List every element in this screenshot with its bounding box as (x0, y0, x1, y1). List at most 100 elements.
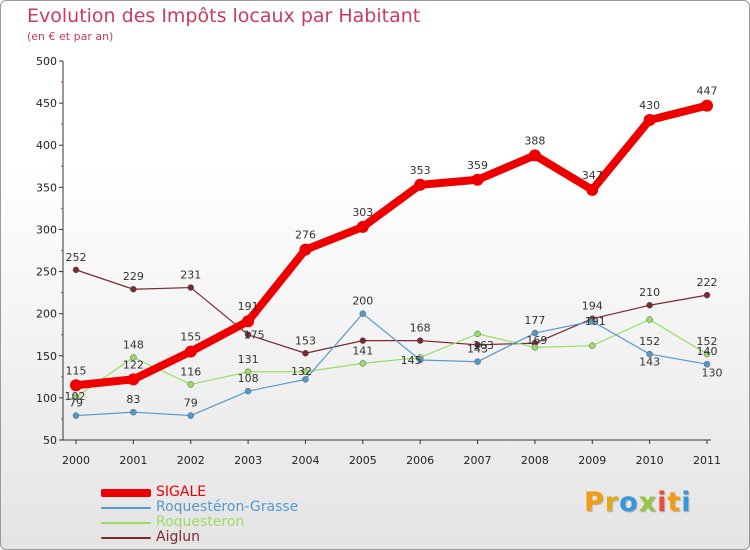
data-point-sigale (184, 345, 197, 358)
y-tick-label: 400 (36, 139, 57, 152)
data-point-roquesteron (474, 330, 481, 338)
logo-letter: i (681, 487, 692, 518)
data-label: 194 (582, 300, 603, 313)
legend: SIGALE Roquestéron-Grasse Roquesteron Aiglu… (101, 485, 298, 545)
y-tick-label: 100 (36, 392, 57, 405)
data-label: 83 (126, 393, 140, 406)
data-point-roquesteron (646, 316, 653, 323)
data-point-roquesteron-grasse (187, 412, 194, 419)
data-point-roquesteron-grasse (474, 358, 481, 365)
data-label: 152 (697, 335, 718, 348)
data-point-roquesteron (187, 381, 194, 388)
data-point-sigale (127, 373, 140, 386)
data-point-roquesteron (302, 368, 309, 376)
chart-subtitle: (en € et par an) (27, 30, 114, 43)
x-tick-label: 2011 (693, 454, 721, 467)
data-point-roquesteron (72, 393, 80, 401)
legend-item: Roquesteron (101, 515, 298, 530)
data-point-roquesteron (244, 368, 252, 376)
logo-letter: P (584, 487, 605, 518)
x-tick-label: 2009 (578, 454, 606, 467)
data-point-roquesteron-grasse (703, 360, 711, 368)
data-point-roquesteron (359, 360, 367, 367)
data-label: 303 (352, 206, 373, 219)
data-point-sigale (414, 178, 427, 191)
legend-item: SIGALE (101, 485, 298, 500)
legend-swatch (101, 536, 151, 539)
y-tick-label: 450 (36, 97, 57, 110)
logo-letter: x (638, 487, 658, 518)
x-tick-label: 2001 (119, 454, 147, 467)
data-point-sigale (356, 220, 369, 233)
data-label: 353 (410, 164, 431, 177)
legend-label: Roquestéron-Grasse (156, 499, 299, 515)
x-tick-label: 2002 (177, 454, 205, 467)
data-label: 447 (697, 85, 718, 98)
data-label-overlap: 191 (585, 315, 606, 328)
y-tick-label: 300 (36, 223, 57, 236)
data-label: 222 (697, 276, 718, 289)
data-label: 115 (66, 364, 87, 377)
data-point-aiglun (416, 337, 424, 344)
data-point-aiglun (302, 350, 309, 357)
logo-letter: t (667, 487, 682, 518)
data-point-roquesteron (531, 344, 539, 351)
data-label: 229 (123, 270, 144, 283)
y-tick-label: 500 (36, 55, 57, 68)
x-tick-label: 2010 (636, 454, 664, 467)
data-label: 200 (352, 295, 373, 308)
data-label: 79 (69, 397, 83, 410)
x-tick-label: 2004 (291, 454, 319, 467)
data-label: 347 (582, 169, 603, 182)
data-label: 359 (467, 159, 488, 172)
proxiti-logo: Proxiti (584, 487, 692, 518)
y-tick-label: 150 (36, 350, 57, 363)
x-tick-label: 2005 (349, 454, 377, 467)
x-tick-label: 2006 (406, 454, 434, 467)
legend-swatch (101, 506, 151, 509)
data-label: 155 (180, 331, 201, 344)
chart-title: Evolution des Impôts locaux par Habitant (27, 5, 421, 27)
data-label: 430 (639, 99, 660, 112)
legend-item: Aiglun (101, 530, 298, 545)
data-label-overlap: 130 (702, 367, 723, 380)
legend-label: Aiglun (156, 529, 200, 545)
x-tick-label: 2000 (62, 454, 90, 467)
series-lines (70, 99, 713, 419)
data-point-roquesteron-grasse (416, 356, 424, 364)
data-label: 191 (238, 300, 259, 313)
data-point-aiglun (130, 285, 137, 293)
data-point-aiglun (187, 284, 194, 291)
data-labels: 252 229 231 153 168 194 210 222 148 116 131 141 152 7… (65, 85, 723, 410)
data-label-overlap: 132 (291, 365, 312, 378)
data-label: 153 (295, 334, 316, 347)
data-label: 252 (66, 251, 87, 264)
data-point-sigale (242, 315, 255, 328)
data-label: 148 (123, 338, 144, 351)
data-point-roquesteron-grasse (130, 408, 137, 416)
data-point-roquesteron-grasse (244, 387, 252, 395)
data-point-roquesteron-grasse (72, 412, 80, 419)
data-label-overlap: 143 (639, 356, 660, 369)
data-point-roquesteron (703, 350, 711, 358)
data-label: 143 (467, 343, 488, 356)
data-point-sigale (471, 173, 484, 186)
y-tick-label: 200 (36, 308, 57, 321)
data-point-roquesteron-grasse (589, 317, 596, 325)
data-point-sigale (643, 113, 656, 126)
data-label: 116 (180, 365, 201, 378)
x-tick-label: 2007 (464, 454, 492, 467)
data-point-aiglun (703, 291, 711, 299)
series-line-sigale (72, 101, 711, 390)
data-label: 177 (524, 314, 545, 327)
data-label: 141 (352, 344, 373, 357)
axes: 50 100 150 200 250 300 350 400 450 500 2000 2001 200… (36, 55, 721, 467)
data-point-sigale (299, 243, 312, 256)
series-line-roquesteron (75, 318, 708, 398)
data-point-aiglun (244, 331, 252, 338)
series-line-roquesteron-grasse (75, 313, 708, 417)
data-label: 79 (184, 397, 198, 410)
data-label-overlap: 169 (526, 334, 547, 347)
data-label-overlap: 163 (473, 339, 494, 352)
